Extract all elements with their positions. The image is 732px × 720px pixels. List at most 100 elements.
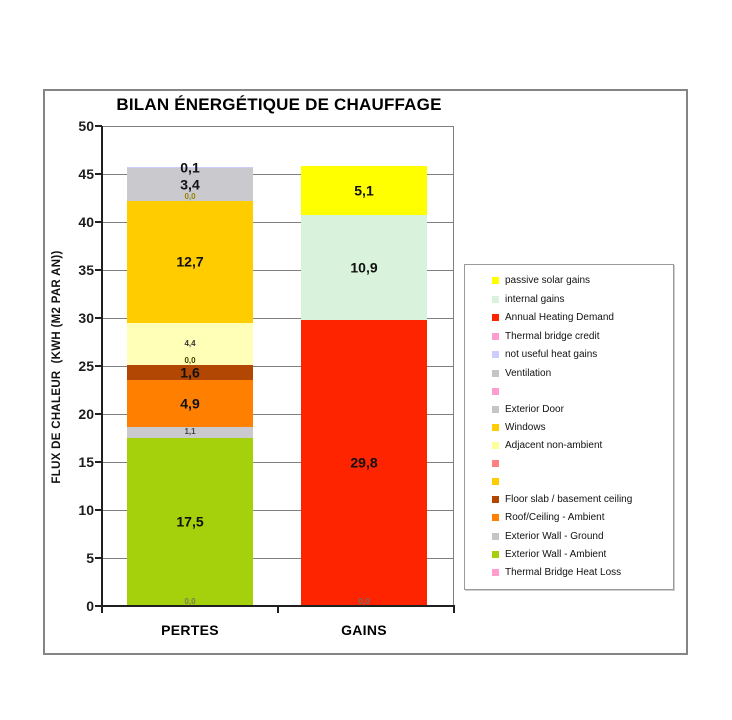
legend-item-annual-heating-demand: Annual Heating Demand	[492, 312, 671, 323]
y-axis-tick-label: 40	[78, 214, 94, 230]
y-axis-tick-label: 10	[78, 502, 94, 518]
y-axis-tick	[95, 413, 102, 415]
legend-swatch-roof-ceiling-ambient	[492, 514, 499, 522]
bar-value-label-passive-solar-gains: 5,1	[354, 182, 374, 199]
bar-segment-ventilation	[127, 168, 253, 201]
y-axis-tick-label: 20	[78, 406, 94, 422]
legend-swatch-exterior-wall-ground	[492, 532, 499, 540]
y-axis-tick	[95, 605, 102, 607]
gridline	[103, 558, 453, 559]
category-label-gains: GAINS	[341, 622, 387, 638]
legend-swatch-windows	[492, 423, 499, 431]
x-axis-line	[101, 605, 455, 607]
legend-item-exterior-wall-ground: Exterior Wall - Ground	[492, 531, 671, 542]
legend-swatch-exterior-wall-ambient	[492, 551, 499, 558]
legend-label-windows: Windows	[505, 421, 546, 433]
y-axis-tick-label: 15	[78, 454, 94, 470]
bar-value-label-ventilation: 3,4	[180, 176, 200, 193]
gridline	[103, 414, 453, 415]
legend-label-exterior-wall-ambient: Exterior Wall - Ambient	[505, 549, 607, 560]
legend-swatch-ventilation	[492, 369, 499, 377]
legend-item-unnamed	[492, 476, 671, 486]
bar-segment-internal-gains	[301, 215, 427, 320]
y-axis-tick	[95, 173, 102, 175]
legend-label-floor-slab-basement-ceiling: Floor slab / basement ceiling	[505, 493, 633, 505]
chart-title: BILAN ÉNERGÉTIQUE DE CHAUFFAGE	[116, 95, 442, 114]
plot-area: 0,0 17,5 1,1 4,9 1,6 0,0 4,4 12,7 0,0 3,4 0,1 0,0 29…	[103, 126, 453, 606]
bar-segment-roof-ceiling-ambient	[127, 380, 253, 428]
legend-label-annual-heating-demand: Annual Heating Demand	[505, 312, 614, 324]
y-axis-tick	[95, 557, 102, 559]
x-axis-tick	[277, 607, 279, 613]
legend-item-unnamed	[492, 386, 671, 396]
bar-segment-passive-solar-gains	[301, 166, 427, 216]
bar-value-label-floor-slab-basement-ceiling: 1,6	[180, 364, 200, 381]
bar-value-label-exterior-door: 0,0	[184, 191, 196, 201]
legend-swatch-floor-slab-basement-ceiling	[492, 495, 499, 503]
legend-item-roof-ceiling-ambient: Roof/Ceiling - Ambient	[492, 512, 671, 523]
y-axis-tick	[95, 509, 102, 511]
y-axis-tick-label: 30	[78, 310, 94, 326]
legend-item-exterior-door: Exterior Door	[492, 404, 671, 415]
legend-swatch-adjacent-non-ambient	[492, 442, 499, 450]
legend-swatch-thermal-bridge-heat-loss	[492, 569, 499, 577]
legend-item-thermal-bridge-credit: Thermal bridge credit	[492, 331, 671, 342]
gridline	[103, 462, 453, 463]
gridline	[103, 270, 453, 271]
y-axis-tick	[95, 269, 102, 271]
bar-value-label-annual-heating-demand: 29,8	[350, 454, 378, 471]
gridline	[103, 174, 453, 175]
legend-swatch-unnamed	[492, 387, 499, 395]
y-axis-tick-label: 35	[78, 262, 94, 278]
bar-value-label-thermal-bridge-heat-loss: 0,0	[184, 596, 196, 606]
legend-label-not-useful-heat-gains: not useful heat gains	[505, 349, 598, 361]
bar-value-label-thermal-bridge-credit: 0,0	[358, 596, 370, 606]
legend-swatch-unnamed	[492, 477, 499, 485]
y-axis-tick	[95, 125, 102, 127]
bar-segment-floor-slab-basement-ceiling	[127, 365, 253, 381]
y-axis-tick-label: 45	[78, 166, 94, 182]
legend-item-ventilation: Ventilation	[492, 368, 671, 379]
legend-label-passive-solar-gains: passive solar gains	[505, 275, 591, 287]
y-axis-tick	[95, 317, 102, 319]
legend-item-exterior-wall-ambient: Exterior Wall - Ambient	[492, 549, 671, 560]
legend-swatch-exterior-door	[492, 405, 499, 413]
category-label-pertes: PERTES	[161, 622, 219, 638]
plot-top-border	[103, 126, 454, 127]
gridline	[103, 366, 453, 367]
legend-swatch-thermal-bridge-credit	[492, 332, 499, 340]
plot-right-border	[453, 126, 454, 606]
x-axis-tick	[101, 607, 103, 613]
legend-label-exterior-door: Exterior Door	[505, 403, 564, 415]
legend-item-floor-slab-basement-ceiling: Floor slab / basement ceiling	[492, 494, 671, 505]
y-axis-tick	[95, 365, 102, 367]
bar-value-label-windows: 12,7	[176, 253, 204, 270]
legend-label-exterior-wall-ground: Exterior Wall - Ground	[505, 530, 604, 542]
legend-swatch-unnamed	[492, 460, 499, 468]
x-axis-tick	[453, 607, 455, 613]
bar-value-label-adjacent-non-ambient: 4,4	[184, 338, 196, 348]
legend-item-windows: Windows	[492, 422, 671, 433]
legend-item-not-useful-heat-gains: not useful heat gains	[492, 349, 671, 360]
bar-segment-windows	[127, 200, 253, 323]
legend-item-adjacent-non-ambient: Adjacent non-ambient	[492, 440, 671, 451]
y-axis-tick-label: 50	[78, 118, 94, 134]
y-axis-line	[101, 126, 103, 608]
bar-value-label-exterior-wall-ground: 1,1	[184, 427, 196, 437]
y-axis-tick-label: 25	[78, 358, 94, 374]
bar-value-label-exterior-wall-ambient: 17,5	[176, 513, 204, 530]
legend-swatch-annual-heating-demand	[492, 314, 499, 322]
legend-item-thermal-bridge-heat-loss: Thermal Bridge Heat Loss	[492, 567, 671, 578]
legend-item-unnamed	[492, 459, 671, 469]
legend-swatch-not-useful-heat-gains	[492, 351, 499, 359]
bar-segment-annual-heating-demand	[301, 319, 427, 606]
bar-segment-exterior-wall-ground	[127, 427, 253, 438]
legend-label-ventilation: Ventilation	[505, 367, 552, 379]
gridline	[103, 510, 453, 511]
y-axis-tick	[95, 221, 102, 223]
legend-label-adjacent-non-ambient: Adjacent non-ambient	[505, 440, 603, 452]
legend-label-thermal-bridge-heat-loss: Thermal Bridge Heat Loss	[505, 567, 622, 579]
bar-value-label-roof-ceiling-ambient: 4,9	[180, 395, 200, 412]
bar-segment-adjacent-non-ambient	[127, 322, 253, 366]
bar-value-label-internal-gains: 10,9	[350, 259, 378, 276]
